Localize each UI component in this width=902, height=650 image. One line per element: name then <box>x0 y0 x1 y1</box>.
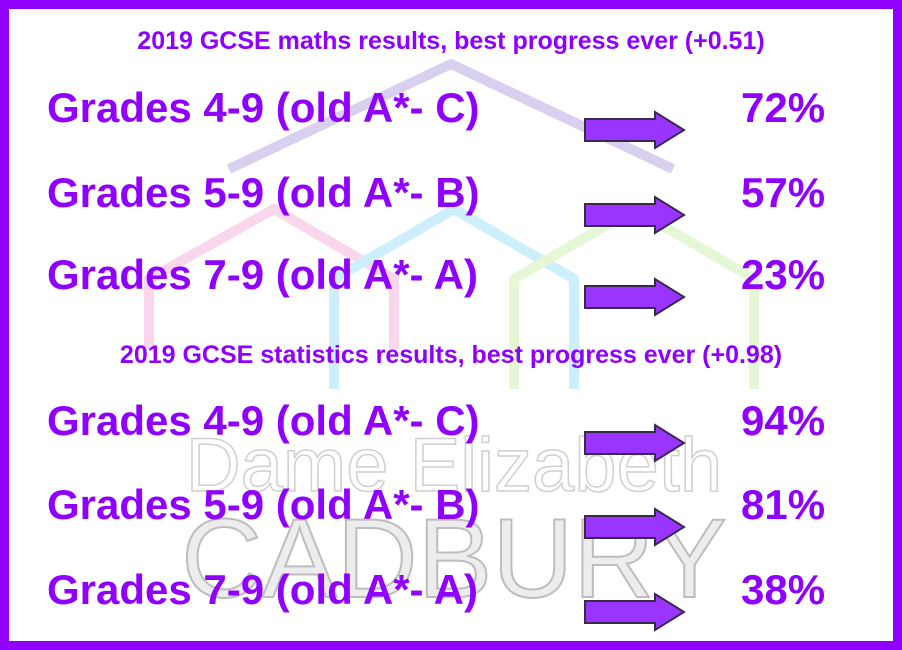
percent-value: 72% <box>741 84 826 131</box>
arrow <box>583 195 687 240</box>
grade-label: Grades 5-9 (old A*- B) <box>47 169 480 216</box>
arrow-shape <box>584 110 686 150</box>
grade-label: Grades 4-9 (old A*- C) <box>47 397 480 444</box>
arrow <box>583 277 687 322</box>
section-title: 2019 GCSE statistics results, best progr… <box>119 341 783 369</box>
arrow <box>583 423 687 468</box>
arrow <box>583 507 687 552</box>
percent-value: 94% <box>741 397 826 444</box>
arrow-shape <box>584 423 686 463</box>
arrow <box>583 592 687 637</box>
arrow-shape <box>584 195 686 235</box>
arrow-shape <box>584 507 686 547</box>
arrow-shape <box>584 277 686 317</box>
grade-label: Grades 7-9 (old A*- A) <box>47 566 478 613</box>
house-blue <box>329 203 579 389</box>
percent-value: 81% <box>741 481 826 528</box>
arrow-shape <box>584 592 686 632</box>
percent-value: 38% <box>741 566 826 613</box>
grade-label: Grades 5-9 (old A*- B) <box>47 481 480 528</box>
section-title: 2019 GCSE maths results, best progress e… <box>137 27 765 55</box>
arrow <box>583 110 687 155</box>
house-pink <box>144 203 399 349</box>
percent-value: 57% <box>741 169 826 216</box>
percent-value: 23% <box>741 251 826 298</box>
grade-label: Grades 7-9 (old A*- A) <box>47 251 478 298</box>
grade-label: Grades 4-9 (old A*- C) <box>47 84 480 131</box>
